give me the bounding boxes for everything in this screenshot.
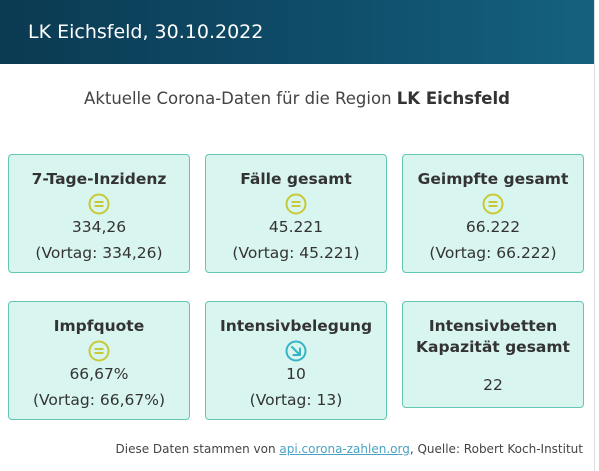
- arrow-down-right-icon: [285, 340, 307, 362]
- card-title-line2: Kapazität gesamt: [416, 338, 570, 356]
- equal-icon: [88, 193, 110, 215]
- card-title: Geimpfte gesamt: [417, 170, 569, 188]
- card-intensivbelegung: Intensivbelegung 10 (Vortag: 13): [205, 301, 387, 420]
- card-value: 45.221: [268, 218, 324, 236]
- card-intensivbetten-kapazitaet: Intensivbetten Kapazität gesamt 22: [402, 301, 584, 408]
- card-value: 10: [286, 365, 306, 383]
- card-previous-value: (Vortag: 334,26): [35, 244, 163, 262]
- card-title: 7-Tage-Inzidenz: [31, 170, 167, 188]
- source-link[interactable]: api.corona-zahlen.org: [279, 442, 410, 456]
- card-title: Impfquote: [53, 317, 145, 335]
- header-title: LK Eichsfeld, 30.10.2022: [28, 21, 264, 43]
- card-value: 66.222: [465, 218, 521, 236]
- equal-icon: [285, 193, 307, 215]
- subtitle-region: LK Eichsfeld: [396, 89, 510, 108]
- card-geimpfte-gesamt: Geimpfte gesamt 66.222 (Vortag: 66.222): [402, 154, 584, 273]
- page-subtitle: Aktuelle Corona-Daten für die Region LK …: [0, 89, 594, 108]
- card-previous-value: (Vortag: 66.222): [429, 244, 557, 262]
- page-header: LK Eichsfeld, 30.10.2022: [0, 0, 594, 64]
- card-previous-value: (Vortag: 66,67%): [32, 391, 165, 409]
- card-previous-value: (Vortag: 45.221): [232, 244, 360, 262]
- card-value: 334,26: [71, 218, 127, 236]
- card-title: Intensivbetten Kapazität gesamt: [403, 316, 583, 358]
- card-impfquote: Impfquote 66,67% (Vortag: 66,67%): [8, 301, 190, 420]
- card-value: 66,67%: [69, 365, 129, 383]
- card-previous-value: (Vortag: 13): [249, 391, 343, 409]
- footer-prefix: Diese Daten stammen von: [115, 442, 276, 456]
- card-value: 22: [483, 376, 503, 394]
- card-title: Fälle gesamt: [240, 170, 352, 188]
- card-faelle-gesamt: Fälle gesamt 45.221 (Vortag: 45.221): [205, 154, 387, 273]
- footer-source: Diese Daten stammen von api.corona-zahle…: [116, 442, 584, 456]
- subtitle-prefix: Aktuelle Corona-Daten für die Region: [84, 89, 392, 108]
- equal-icon: [88, 340, 110, 362]
- equal-icon: [482, 193, 504, 215]
- card-7-tage-inzidenz: 7-Tage-Inzidenz 334,26 (Vortag: 334,26): [8, 154, 190, 273]
- card-title: Intensivbelegung: [219, 317, 373, 335]
- scrollbar-edge: [594, 0, 599, 471]
- card-title-line1: Intensivbetten: [428, 317, 558, 335]
- footer-suffix: , Quelle: Robert Koch-Institut: [409, 442, 583, 456]
